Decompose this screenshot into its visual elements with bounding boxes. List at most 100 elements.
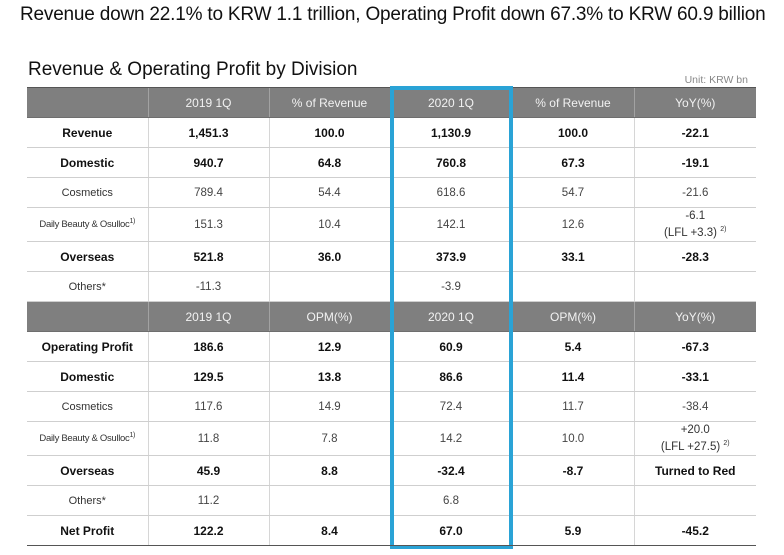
table-row: Daily Beauty & Osulloc1) 11.8 7.8 14.2 1… [27,421,756,456]
headline: Revenue down 22.1% to KRW 1.1 trillion, … [20,4,766,25]
cell: 12.6 [512,207,635,242]
cell: 5.4 [512,331,635,362]
cell: 64.8 [269,147,391,178]
cell: 12.9 [269,331,391,362]
cell: -45.2 [634,515,756,546]
cell [512,271,635,302]
header-cell: 2019 1Q [148,301,270,332]
table-row: Overseas 521.8 36.0 373.9 33.1 -28.3 [27,241,756,272]
header-cell: OPM(%) [269,301,391,332]
table-bottom-rule [27,545,756,546]
cell: -38.4 [634,391,756,422]
cell: 11.2 [148,485,270,516]
cell: 186.6 [148,331,270,362]
footnote-marker: 1) [129,218,136,226]
cell: -21.6 [634,177,756,208]
cell: 33.1 [512,241,635,272]
table-row: Others* -11.3 -3.9 [27,271,756,302]
row-label: Daily Beauty & Osulloc1) [27,421,149,456]
header-cell: OPM(%) [512,301,635,332]
cell: 54.4 [269,177,391,208]
cell: 7.8 [269,421,391,456]
row-label: Daily Beauty & Osulloc1) [27,207,149,242]
row-label: Others* [27,485,149,516]
table-row: Others* 11.2 6.8 [27,485,756,516]
cell: 14.2 [390,421,513,456]
header-cell [27,301,149,332]
cell: -28.3 [634,241,756,272]
footnote-marker: 2) [723,439,730,447]
cell: 618.6 [390,177,513,208]
cell: 11.8 [148,421,270,456]
cell: 142.1 [390,207,513,242]
cell: 45.9 [148,455,270,486]
header-cell: % of Revenue [269,88,391,118]
yoy-value: -6.1 [685,209,706,222]
yoy-value: +20.0 [680,423,710,436]
table-row: Overseas 45.9 8.8 -32.4 -8.7 Turned to R… [27,455,756,486]
row-label: Net Profit [27,515,149,546]
lfl-note: (LFL +27.5) [660,440,721,453]
cell: 67.3 [512,147,635,178]
header-cell: 2019 1Q [148,88,270,118]
cell: 122.2 [148,515,270,546]
cell: 13.8 [269,361,391,392]
cell: 14.9 [269,391,391,422]
lfl-note: (LFL +3.3) [664,226,717,239]
cell: 11.4 [512,361,635,392]
cell: 54.7 [512,177,635,208]
cell: -3.9 [390,271,513,302]
row-label: Cosmetics [27,177,149,208]
cell [269,271,391,302]
cell: 129.5 [148,361,270,392]
footnote-marker: 2) [720,225,727,233]
cell: 8.4 [269,515,391,546]
cell: 100.0 [512,117,635,148]
cell: -8.7 [512,455,635,486]
cell: 86.6 [390,361,513,392]
revenue-header-row: 2019 1Q % of Revenue 2020 1Q % of Revenu… [27,88,756,118]
row-label: Domestic [27,147,149,178]
cell: 373.9 [390,241,513,272]
header-cell: 2020 1Q [390,301,513,332]
division-table: 2019 1Q % of Revenue 2020 1Q % of Revenu… [27,88,756,546]
header-cell [27,88,149,118]
cell: 5.9 [512,515,635,546]
table-row: Cosmetics 789.4 54.4 618.6 54.7 -21.6 [27,177,756,208]
cell [634,485,756,516]
cell: 10.4 [269,207,391,242]
row-label-text: Daily Beauty & Osulloc [39,433,130,445]
cell: -11.3 [148,271,270,302]
cell: -67.3 [634,331,756,362]
cell: -6.1 (LFL +3.3) 2) [634,207,756,242]
cell: 6.8 [390,485,513,516]
row-label-text: Daily Beauty & Osulloc [39,219,130,231]
cell: 11.7 [512,391,635,422]
cell: -22.1 [634,117,756,148]
header-cell: % of Revenue [512,88,635,118]
cell: 72.4 [390,391,513,422]
cell: 8.8 [269,455,391,486]
cell: 117.6 [148,391,270,422]
row-label: Revenue [27,117,149,148]
table-row: Revenue 1,451.3 100.0 1,130.9 100.0 -22.… [27,117,756,148]
row-label: Overseas [27,241,149,272]
cell: 760.8 [390,147,513,178]
cell: -32.4 [390,455,513,486]
section-title: Revenue & Operating Profit by Division [28,59,358,80]
header-cell: 2020 1Q [390,88,513,118]
row-label: Domestic [27,361,149,392]
footnote-marker: 1) [129,432,136,440]
cell: 100.0 [269,117,391,148]
table-row: Domestic 129.5 13.8 86.6 11.4 -33.1 [27,361,756,392]
header-cell: YoY(%) [634,301,756,332]
row-label: Operating Profit [27,331,149,362]
cell: 10.0 [512,421,635,456]
cell [512,485,635,516]
cell: 67.0 [390,515,513,546]
row-label: Others* [27,271,149,302]
table-row: Net Profit 122.2 8.4 67.0 5.9 -45.2 [27,515,756,546]
profit-header-row: 2019 1Q OPM(%) 2020 1Q OPM(%) YoY(%) [27,301,756,332]
cell: 789.4 [148,177,270,208]
cell: 1,130.9 [390,117,513,148]
